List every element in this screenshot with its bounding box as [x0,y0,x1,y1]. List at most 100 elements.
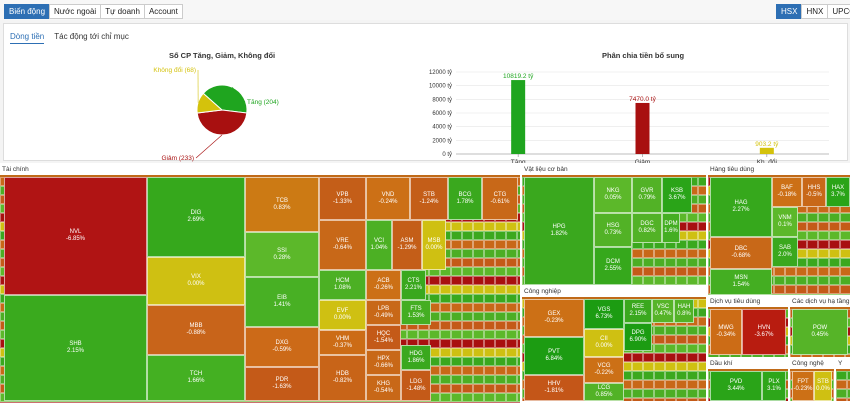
treemap-minor-cell[interactable] [654,389,665,398]
treemap-minor-cell[interactable] [818,240,829,249]
treemap-minor-cell[interactable] [462,375,473,384]
treemap-minor-cell[interactable] [440,348,451,357]
treemap-cell-lcg[interactable]: LCG 0.85% [584,383,624,401]
tab-money-flow[interactable]: Dòng tiền [10,32,45,44]
treemap-minor-cell[interactable] [829,294,840,295]
treemap-cell-vgs[interactable]: VGS 6.73% [584,299,624,329]
treemap-minor-cell[interactable] [495,321,506,330]
treemap-minor-cell[interactable] [473,276,484,285]
treemap-minor-cell[interactable] [698,231,706,240]
treemap-cell-stb[interactable]: STB -1.24% [410,177,448,220]
treemap-minor-cell[interactable] [643,249,654,258]
treemap-minor-cell[interactable] [440,375,451,384]
treemap-minor-cell[interactable] [506,339,517,348]
bar-0[interactable] [511,80,526,154]
treemap-minor-cell[interactable] [462,258,473,267]
treemap-minor-cell[interactable] [687,389,698,398]
treemap-minor-cell[interactable] [836,398,847,401]
treemap-minor-cell[interactable] [407,330,418,339]
treemap-cell-hvn[interactable]: HVN -3.67% [742,309,786,355]
treemap-minor-cell[interactable] [506,231,517,240]
view-tab-3[interactable]: Account [143,4,183,19]
pie-slice-1[interactable] [196,109,248,136]
treemap-minor-cell[interactable] [429,321,440,330]
treemap-minor-cell[interactable] [506,267,517,276]
treemap-minor-cell[interactable] [451,258,462,267]
treemap-minor-cell[interactable] [517,384,520,393]
treemap-minor-cell[interactable] [451,384,462,393]
treemap-minor-cell[interactable] [818,222,829,231]
treemap-minor-cell[interactable] [517,348,520,357]
treemap-minor-cell[interactable] [506,357,517,366]
treemap-minor-cell[interactable] [517,231,520,240]
treemap-minor-cell[interactable] [495,258,506,267]
treemap-minor-cell[interactable] [643,389,654,398]
treemap-minor-cell[interactable] [774,294,785,295]
treemap-minor-cell[interactable] [506,240,517,249]
treemap-minor-cell[interactable] [462,330,473,339]
treemap-minor-cell[interactable] [506,222,517,231]
treemap-minor-cell[interactable] [676,371,687,380]
treemap-minor-cell[interactable] [462,366,473,375]
treemap-minor-cell[interactable] [440,321,451,330]
treemap-cell-ldg[interactable]: LDG -1.48% [401,370,431,401]
treemap-cell-hag[interactable]: HAG 2.27% [710,177,772,237]
treemap-minor-cell[interactable] [451,330,462,339]
treemap-minor-cell[interactable] [451,222,462,231]
treemap-minor-cell[interactable] [687,380,698,389]
treemap-cell-vix[interactable]: VIX 0.00% [147,257,245,305]
treemap-minor-cell[interactable] [484,393,495,402]
treemap-minor-cell[interactable] [440,393,451,402]
treemap-minor-cell[interactable] [829,240,840,249]
treemap-minor-cell[interactable] [807,267,818,276]
treemap-minor-cell[interactable] [451,249,462,258]
treemap-minor-cell[interactable] [451,240,462,249]
treemap-minor-cell[interactable] [836,380,847,389]
treemap-minor-cell[interactable] [818,258,829,267]
treemap-minor-cell[interactable] [517,294,520,303]
view-tab-1[interactable]: Nước ngoài [49,4,102,19]
treemap-minor-cell[interactable] [517,249,520,258]
treemap-cell-asm[interactable]: ASM -1.29% [392,220,422,270]
treemap-minor-cell[interactable] [484,258,495,267]
treemap-cell-nvl[interactable]: NVL -6.85% [4,177,147,295]
treemap-minor-cell[interactable] [451,321,462,330]
treemap-minor-cell[interactable] [654,249,665,258]
treemap-minor-cell[interactable] [418,330,429,339]
treemap-minor-cell[interactable] [687,276,698,285]
treemap-minor-cell[interactable] [462,303,473,312]
treemap-minor-cell[interactable] [807,285,818,294]
treemap-minor-cell[interactable] [484,348,495,357]
treemap-minor-cell[interactable] [495,312,506,321]
treemap-cell-stb[interactable]: STB 0.0% [814,371,832,401]
treemap-minor-cell[interactable] [506,258,517,267]
treemap-minor-cell[interactable] [451,366,462,375]
treemap-cell-vnd[interactable]: VND -0.24% [366,177,410,220]
treemap-cell-pvt[interactable]: PVT 6.84% [524,337,584,375]
treemap-cell-vre[interactable]: VRE -0.64% [319,220,366,270]
treemap-minor-cell[interactable] [818,276,829,285]
treemap-minor-cell[interactable] [517,258,520,267]
treemap-minor-cell[interactable] [517,366,520,375]
treemap-minor-cell[interactable] [632,380,643,389]
treemap-minor-cell[interactable] [495,276,506,285]
treemap-cell-vsc[interactable]: VSC 0.47% [652,299,674,323]
treemap-minor-cell[interactable] [698,195,706,204]
exchange-tab-2[interactable]: UPCOM [827,4,850,19]
treemap-minor-cell[interactable] [495,285,506,294]
treemap-minor-cell[interactable] [676,249,687,258]
treemap-minor-cell[interactable] [796,276,807,285]
treemap-minor-cell[interactable] [506,285,517,294]
treemap-minor-cell[interactable] [484,321,495,330]
treemap-minor-cell[interactable] [687,249,698,258]
treemap-minor-cell[interactable] [495,330,506,339]
treemap-minor-cell[interactable] [451,231,462,240]
treemap-minor-cell[interactable] [462,240,473,249]
treemap-minor-cell[interactable] [506,330,517,339]
treemap-minor-cell[interactable] [495,339,506,348]
treemap-cell-evf[interactable]: EVF 0.00% [319,300,366,330]
treemap-minor-cell[interactable] [632,398,643,401]
treemap-minor-cell[interactable] [643,267,654,276]
treemap-minor-cell[interactable] [687,231,698,240]
treemap-minor-cell[interactable] [807,249,818,258]
